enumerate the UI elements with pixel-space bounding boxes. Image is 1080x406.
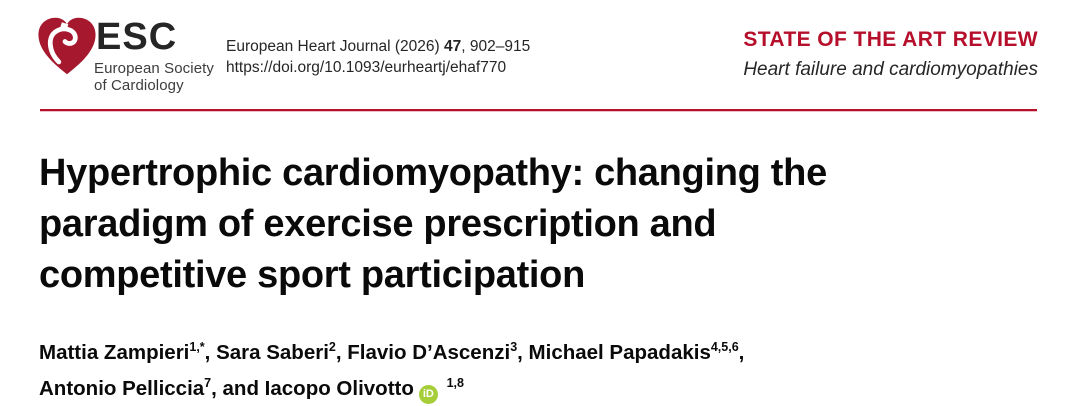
author-affiliation-superscript: 4,5,6 [710, 340, 739, 354]
article-type-label: STATE OF THE ART REVIEW [743, 28, 1038, 51]
citation-volume: 47 [444, 38, 462, 55]
esc-logo-abbr: ESC [96, 16, 178, 58]
author-name: Mattia Zampieri [39, 340, 190, 364]
author-affiliation-superscript: 7 [204, 375, 212, 390]
citation-journal: European Heart Journal (2026) [226, 38, 444, 55]
title-line-3: competitive sport participation [39, 254, 586, 296]
author-affiliation-superscript: 3 [510, 340, 518, 354]
author-affiliation-superscript: 2 [328, 340, 336, 354]
esc-logo-society-name: European Society of Cardiology [94, 60, 214, 94]
author-name: Flavio D’Ascenzi [347, 340, 511, 364]
header-divider-rule [40, 109, 1037, 112]
article-title: Hypertrophic cardiomyopathy: changing th… [39, 148, 1039, 301]
author-affiliation-superscript: 1,8 [446, 375, 464, 390]
title-line-2: paradigm of exercise prescription and [39, 203, 717, 245]
title-line-1: Hypertrophic cardiomyopathy: changing th… [39, 152, 827, 194]
society-line1: European Society [94, 60, 215, 77]
author-affiliation-superscript: 1,* [189, 340, 205, 354]
journal-section-label: Heart failure and cardiomyopathies [743, 59, 1038, 80]
header-right: STATE OF THE ART REVIEW Heart failure an… [743, 28, 1038, 81]
esc-heart-icon [33, 12, 101, 82]
author-name: Antonio Pelliccia [39, 376, 205, 400]
doi-link[interactable]: https://doi.org/10.1093/eurheartj/ehaf77… [226, 59, 507, 76]
author-name: Sara Saberi [216, 340, 329, 364]
journal-citation: European Heart Journal (2026) 47, 902–91… [226, 36, 530, 78]
citation-pages: , 902–915 [461, 38, 531, 55]
author-list: Mattia Zampieri1,*, Sara Saberi2, Flavio… [39, 332, 1039, 404]
orcid-icon[interactable]: iD [418, 384, 438, 404]
author-name: Michael Papadakis [528, 340, 711, 364]
author-name: Iacopo Olivotto [264, 376, 414, 400]
society-line2: of Cardiology [94, 77, 184, 94]
